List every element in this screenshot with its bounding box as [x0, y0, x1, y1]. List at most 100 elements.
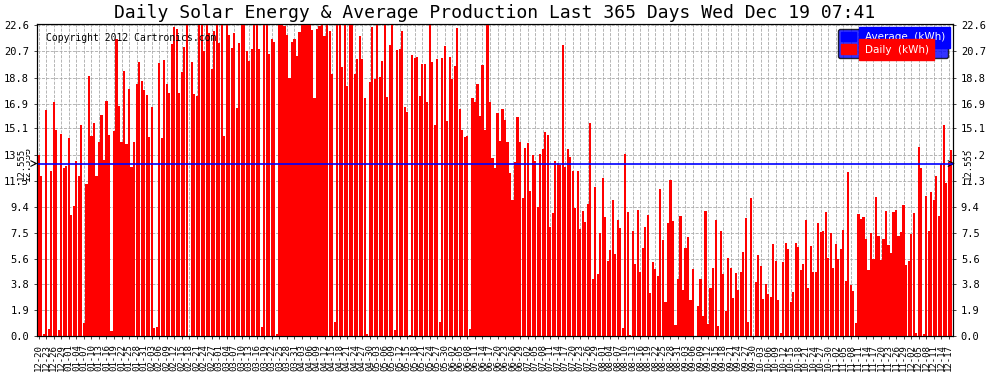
- Bar: [637, 210, 639, 336]
- Bar: [331, 74, 334, 336]
- Bar: [427, 102, 429, 336]
- Bar: [105, 101, 108, 336]
- Bar: [509, 173, 511, 336]
- Bar: [386, 97, 388, 336]
- Bar: [175, 30, 178, 336]
- Bar: [767, 294, 769, 336]
- Bar: [304, 25, 306, 336]
- Bar: [253, 25, 255, 336]
- Bar: [93, 123, 95, 336]
- Bar: [632, 231, 634, 336]
- Bar: [855, 323, 857, 336]
- Bar: [50, 171, 52, 336]
- Bar: [95, 176, 98, 336]
- Bar: [749, 198, 751, 336]
- Bar: [118, 105, 120, 336]
- Bar: [582, 211, 584, 336]
- Bar: [870, 233, 872, 336]
- Bar: [83, 323, 85, 336]
- Bar: [499, 141, 501, 336]
- Bar: [679, 216, 681, 336]
- Bar: [471, 98, 473, 336]
- Bar: [123, 71, 125, 336]
- Bar: [88, 76, 90, 336]
- Bar: [46, 110, 48, 336]
- Bar: [662, 240, 664, 336]
- Bar: [862, 217, 864, 336]
- Bar: [607, 261, 609, 336]
- Bar: [271, 39, 273, 336]
- Bar: [286, 35, 288, 336]
- Bar: [260, 327, 263, 336]
- Bar: [437, 59, 439, 336]
- Bar: [193, 94, 195, 336]
- Bar: [913, 213, 915, 336]
- Bar: [153, 328, 155, 336]
- Bar: [186, 25, 188, 336]
- Bar: [80, 125, 82, 336]
- Bar: [371, 27, 373, 336]
- Bar: [155, 327, 157, 336]
- Bar: [818, 223, 820, 336]
- Bar: [646, 215, 649, 336]
- Bar: [842, 230, 844, 336]
- Bar: [579, 229, 581, 336]
- Bar: [239, 42, 241, 336]
- Bar: [62, 168, 65, 336]
- Bar: [458, 109, 461, 336]
- Bar: [725, 311, 727, 336]
- Bar: [165, 84, 167, 336]
- Bar: [448, 57, 451, 336]
- Bar: [484, 130, 486, 336]
- Bar: [466, 136, 468, 336]
- Bar: [840, 249, 842, 336]
- Bar: [173, 27, 175, 336]
- Bar: [461, 130, 463, 336]
- Bar: [551, 213, 553, 336]
- Bar: [422, 64, 424, 336]
- Bar: [735, 273, 737, 336]
- Bar: [933, 200, 935, 336]
- Bar: [642, 248, 644, 336]
- Bar: [38, 154, 40, 336]
- Bar: [815, 272, 817, 336]
- Bar: [852, 291, 854, 336]
- Bar: [434, 125, 436, 336]
- Bar: [792, 292, 794, 336]
- Bar: [399, 49, 401, 336]
- Bar: [211, 69, 213, 336]
- Bar: [314, 98, 316, 336]
- Bar: [138, 62, 141, 336]
- Bar: [148, 136, 150, 336]
- Bar: [835, 243, 837, 336]
- Bar: [283, 26, 285, 336]
- Bar: [602, 178, 604, 336]
- Bar: [158, 63, 160, 336]
- Bar: [60, 134, 62, 336]
- Bar: [281, 25, 283, 336]
- Bar: [489, 102, 491, 336]
- Bar: [667, 224, 669, 336]
- Bar: [627, 211, 629, 336]
- Bar: [687, 237, 689, 336]
- Title: Daily Solar Energy & Average Production Last 365 Days Wed Dec 19 07:41: Daily Solar Energy & Average Production …: [115, 4, 875, 22]
- Bar: [65, 166, 67, 336]
- Bar: [857, 214, 859, 336]
- Bar: [353, 74, 355, 336]
- Bar: [306, 25, 308, 336]
- Bar: [111, 331, 113, 336]
- Bar: [529, 192, 532, 336]
- Bar: [774, 261, 777, 336]
- Bar: [910, 234, 912, 336]
- Bar: [213, 30, 216, 336]
- Bar: [183, 47, 185, 336]
- Bar: [409, 335, 411, 336]
- Bar: [810, 246, 812, 336]
- Bar: [75, 161, 77, 336]
- Bar: [537, 207, 539, 336]
- Bar: [942, 125, 944, 336]
- Bar: [697, 306, 699, 336]
- Bar: [293, 39, 296, 336]
- Bar: [334, 322, 336, 336]
- Bar: [534, 161, 537, 336]
